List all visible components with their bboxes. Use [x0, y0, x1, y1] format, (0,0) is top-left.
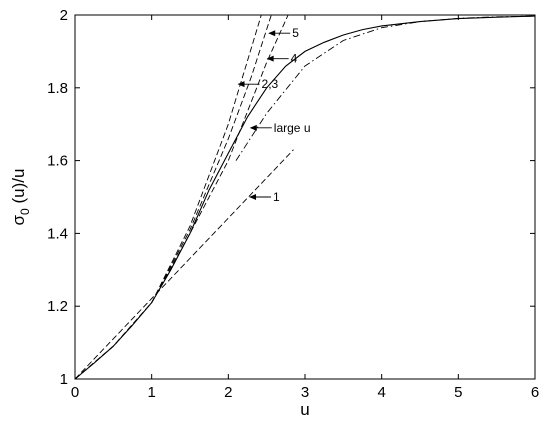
y-tick-label: 1.2	[47, 298, 68, 315]
annotation-arrowhead	[237, 81, 245, 88]
x-tick-label: 3	[301, 384, 309, 401]
y-axis-label-sub: 0	[18, 208, 32, 215]
annotation-label: 4	[291, 52, 298, 66]
series-line-large-u	[235, 15, 536, 161]
annotation-label: 5	[292, 26, 299, 40]
x-tick-label: 5	[454, 384, 462, 401]
annotation-label: 2,3	[262, 77, 279, 91]
annotation-arrowhead	[249, 194, 257, 200]
series-line-5	[74, 14, 272, 380]
x-axis-label: u	[300, 400, 309, 419]
x-tick-label: 6	[531, 384, 539, 401]
y-tick-label: 1.8	[47, 80, 68, 97]
x-tick-label: 2	[224, 384, 232, 401]
plot-frame	[74, 14, 536, 380]
chart-annotations: 5 4 2,3 large u 1	[237, 26, 311, 204]
annotation-arrowhead	[268, 30, 276, 37]
annotation-arrowhead	[249, 124, 257, 131]
y-axis-label: σ0 (u)/u	[9, 169, 32, 226]
chart-ticks: 0 1 2 3 4 5 611.21.41.61.82	[47, 7, 539, 401]
annotation-label: large u	[274, 121, 311, 135]
series-line-2-3	[74, 14, 262, 380]
y-axis-label-rest: (u)/u	[9, 169, 28, 209]
x-tick-label: 4	[377, 384, 385, 401]
y-tick-label: 1.6	[47, 153, 68, 170]
annotation-label: 1	[273, 190, 280, 204]
series-line-1	[74, 149, 294, 380]
y-tick-label: 1	[60, 371, 68, 388]
x-tick-label: 0	[71, 384, 79, 401]
chart-curves	[74, 14, 536, 380]
series-line-main	[74, 15, 536, 380]
y-tick-label: 1.4	[47, 225, 68, 242]
y-tick-label: 2	[60, 7, 68, 24]
annotation-arrowhead	[266, 55, 274, 62]
y-axis-label-main: σ	[9, 214, 28, 225]
x-tick-label: 1	[147, 384, 155, 401]
